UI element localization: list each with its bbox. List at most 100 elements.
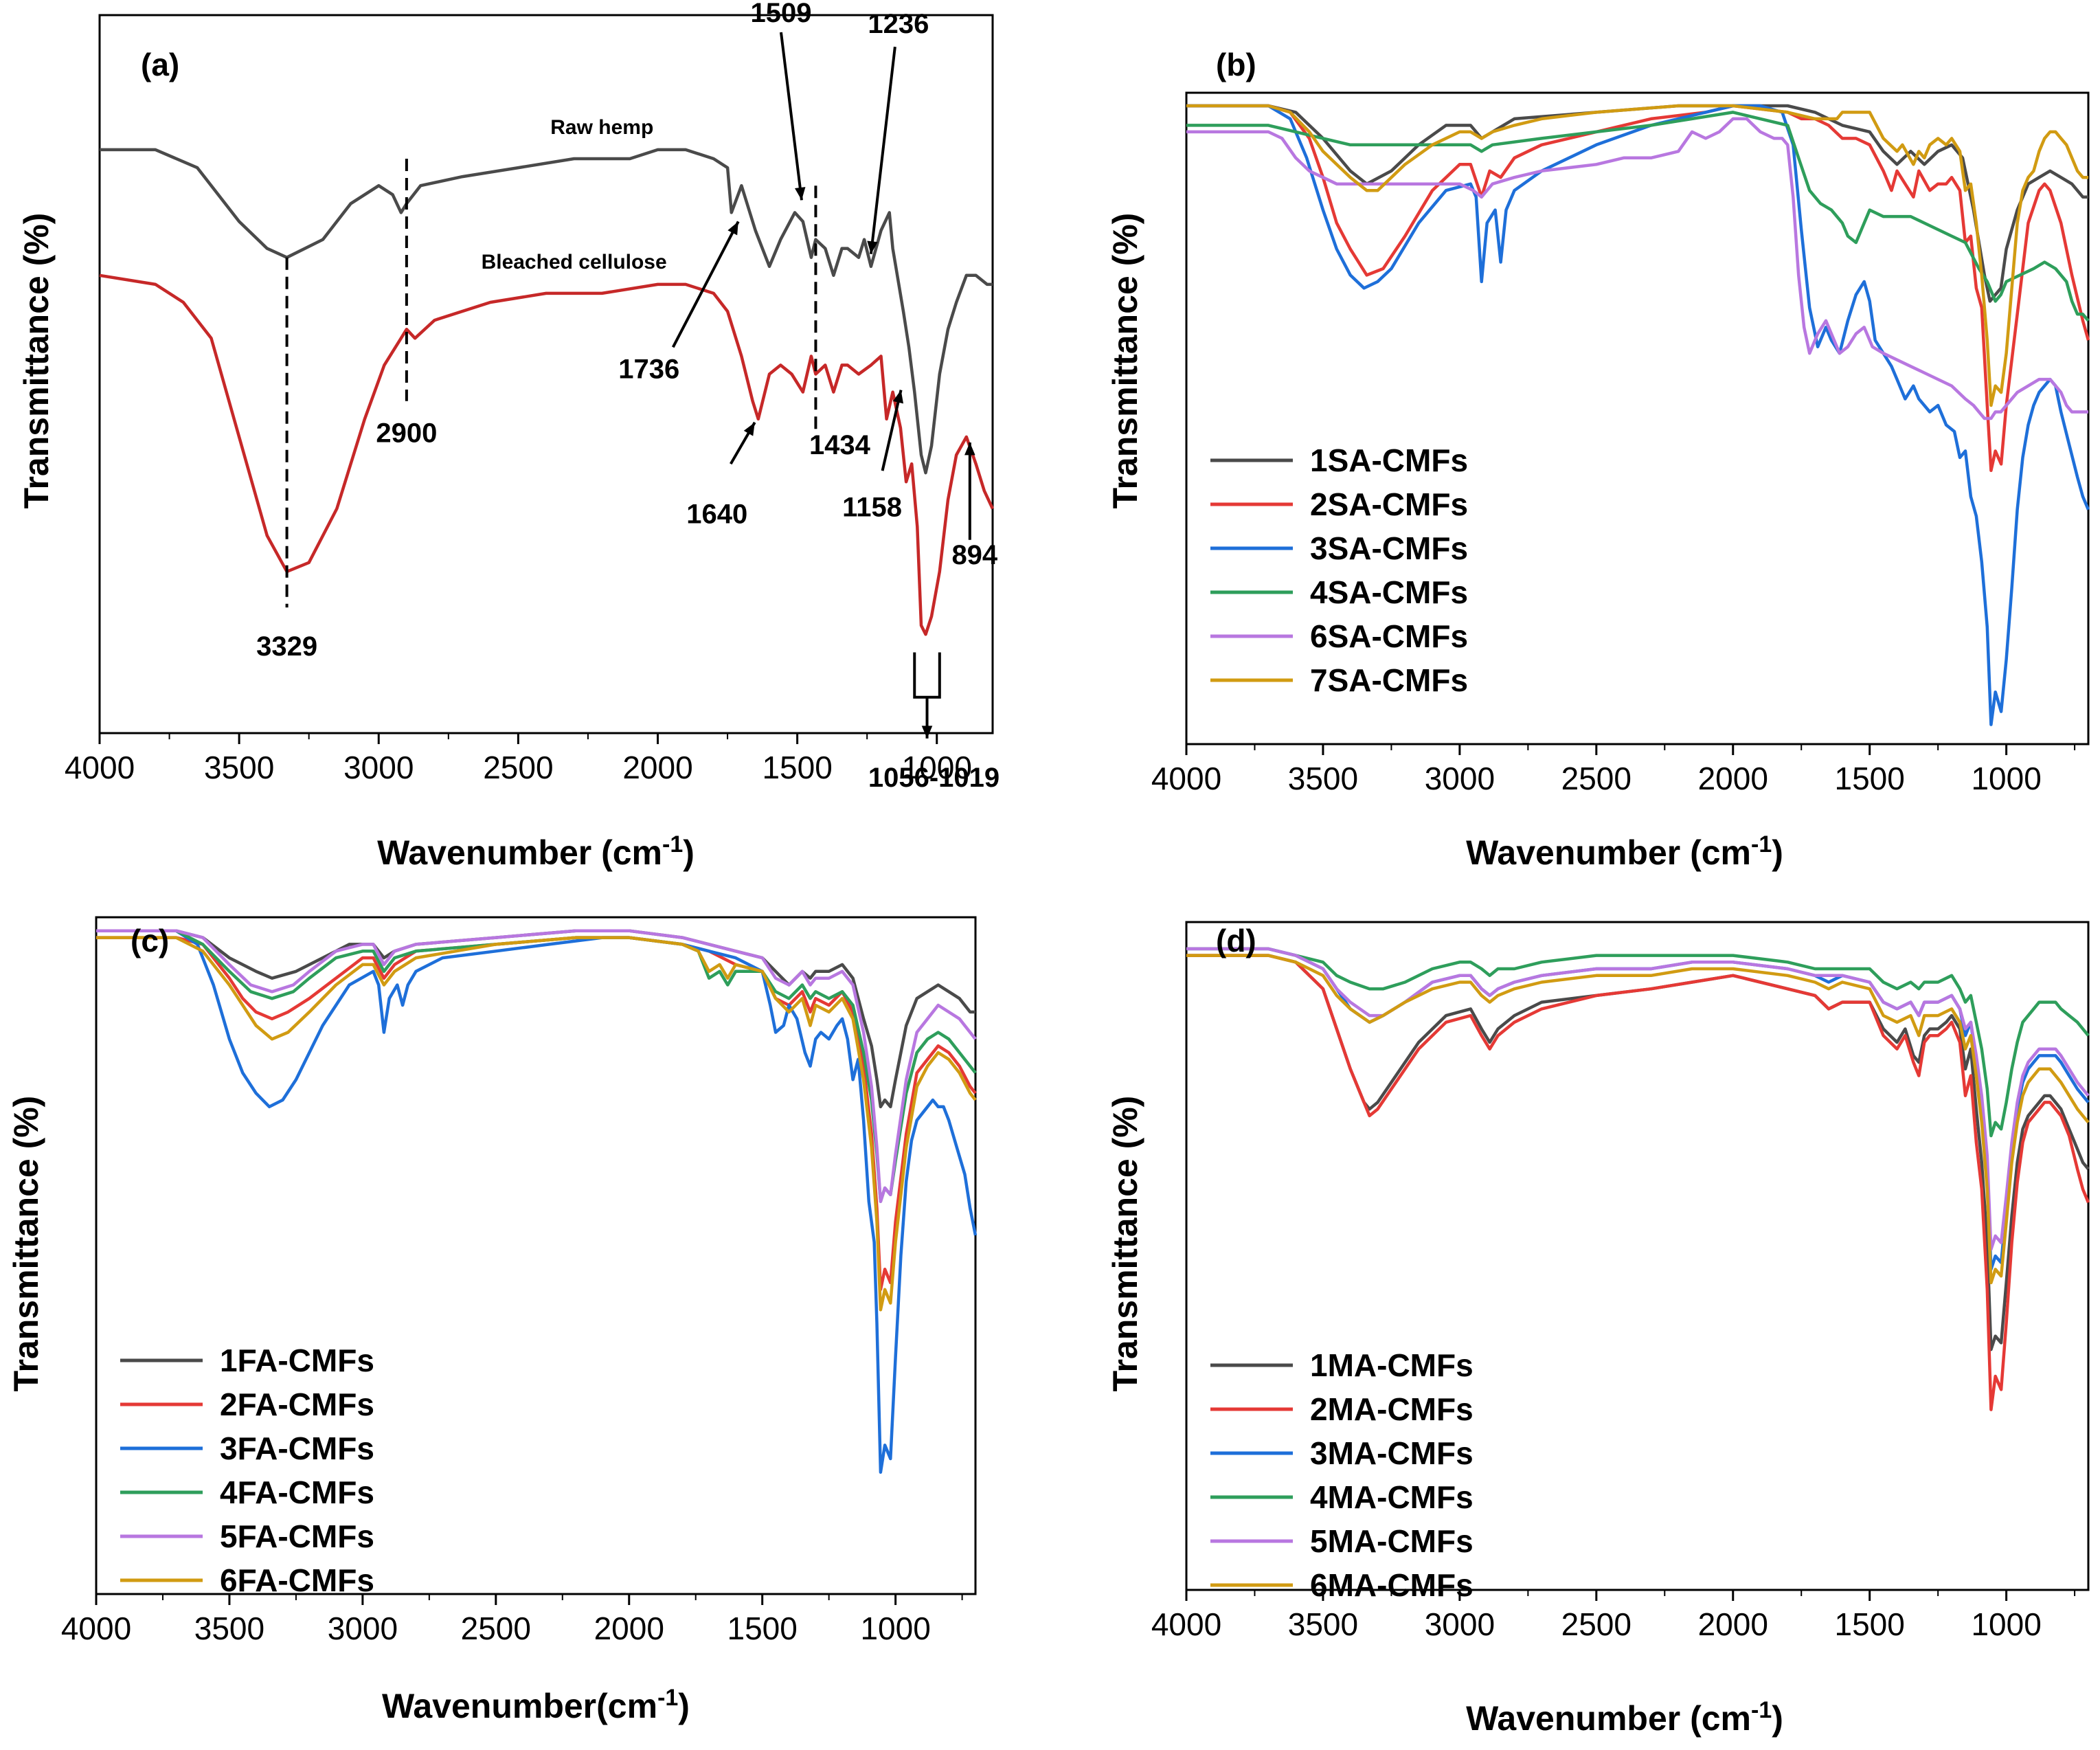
panel-b-xtick-label: 4000 bbox=[1151, 761, 1221, 796]
panel-b-xtick-label: 1500 bbox=[1835, 761, 1905, 796]
panel-b-series-3sa-cmfs bbox=[1186, 104, 2090, 726]
peak-label: 1236 bbox=[868, 9, 929, 39]
legend-entry-label: 7SA-CMFs bbox=[1310, 662, 1468, 698]
panel-c-series-2fa-cmfs bbox=[96, 936, 977, 1292]
panel-c-xtick-label: 1000 bbox=[860, 1611, 930, 1646]
panel-c-xtick-label: 2500 bbox=[461, 1611, 531, 1646]
legend-entry-label: 1MA-CMFs bbox=[1310, 1347, 1474, 1383]
panel-c-xtick-label: 2000 bbox=[594, 1611, 664, 1646]
panel-d-series-2ma-cmfs bbox=[1186, 954, 2090, 1411]
panel-b-xtick-label: 3500 bbox=[1288, 761, 1358, 796]
panel-c-series-3fa-cmfs bbox=[96, 929, 978, 1474]
annotation-arrowhead bbox=[892, 390, 904, 404]
peak-label: 1736 bbox=[618, 354, 679, 384]
bleached-cellulose-label: Bleached cellulose bbox=[482, 251, 667, 273]
panel-c-series-5fa-cmfs bbox=[96, 929, 977, 1203]
panel-b-series-7sa-cmfs bbox=[1186, 104, 2088, 407]
panel-d-ylabel: Transmittance (%) bbox=[1106, 1096, 1144, 1392]
legend-entry-label: 6MA-CMFs bbox=[1310, 1567, 1474, 1603]
legend-entry-label: 2MA-CMFs bbox=[1310, 1391, 1474, 1427]
panel-a-series-raw-hemp bbox=[100, 148, 993, 475]
legend-entry-label: 3MA-CMFs bbox=[1310, 1435, 1474, 1471]
annotation-arrowhead bbox=[964, 442, 975, 456]
panel-b: Transmittance (%) 4000 3500 3000 2500 2000 15… bbox=[1106, 47, 2090, 872]
legend-entry-label: 4MA-CMFs bbox=[1310, 1479, 1474, 1515]
panel-d-label: (d) bbox=[1216, 923, 1256, 958]
panel-b-series-6sa-cmfs bbox=[1186, 117, 2088, 420]
panel-b-ylabel: Transmittance (%) bbox=[1106, 213, 1144, 509]
panel-b-xlabel: Wavenumber (cm-1) bbox=[1466, 831, 1783, 872]
panel-a-xtick-label: 1500 bbox=[762, 750, 832, 785]
panel-c-ylabel: Transmittance (%) bbox=[7, 1096, 45, 1392]
panel-c-xtick-label: 3500 bbox=[194, 1611, 264, 1646]
peak-label: 1509 bbox=[750, 0, 811, 28]
annotation-bracket bbox=[913, 652, 941, 699]
annotation-arrow bbox=[869, 46, 896, 254]
panel-b-xtick-label: 2000 bbox=[1698, 761, 1768, 796]
annotation-arrow bbox=[671, 221, 740, 348]
panel-d-xlabel: Wavenumber (cm-1) bbox=[1466, 1697, 1783, 1738]
panel-c-label: (c) bbox=[131, 923, 169, 958]
panel-b-label: (b) bbox=[1216, 47, 1256, 82]
panel-d-xtick-label: 4000 bbox=[1151, 1606, 1221, 1642]
legend-entry-label: 3FA-CMFs bbox=[220, 1431, 374, 1466]
panel-d-xtick-label: 1000 bbox=[1971, 1606, 2041, 1642]
panel-a-xtick-label: 2500 bbox=[483, 750, 553, 785]
panel-c-xtick-label: 4000 bbox=[61, 1611, 131, 1646]
panel-d-xtick-label: 3000 bbox=[1425, 1606, 1495, 1642]
legend-entry-label: 4SA-CMFs bbox=[1310, 574, 1468, 610]
peak-label: 1158 bbox=[842, 492, 902, 522]
panel-a-label: (a) bbox=[141, 47, 179, 82]
panel-d-series-6ma-cmfs bbox=[1186, 954, 2090, 1285]
annotation-arrowhead bbox=[794, 187, 806, 201]
legend-entry-label: 6SA-CMFs bbox=[1310, 618, 1468, 654]
panel-a-xtick-label: 3500 bbox=[204, 750, 274, 785]
peak-label: 894 bbox=[951, 540, 997, 570]
legend-entry-label: 4FA-CMFs bbox=[220, 1474, 374, 1510]
panel-d-xtick-label: 2000 bbox=[1698, 1606, 1768, 1642]
peak-label: 1434 bbox=[809, 430, 871, 460]
raw-hemp-label: Raw hemp bbox=[550, 116, 653, 139]
panel-d-xtick-label: 1500 bbox=[1835, 1606, 1905, 1642]
peak-label: 1640 bbox=[686, 499, 747, 529]
legend-entry-label: 5FA-CMFs bbox=[220, 1518, 374, 1554]
panel-b-series-2sa-cmfs bbox=[1186, 104, 2090, 473]
peak-label: 1056-1019 bbox=[868, 763, 1000, 793]
panel-d-xtick-label: 2500 bbox=[1561, 1606, 1632, 1642]
panel-a-xtick-label: 4000 bbox=[65, 750, 135, 785]
panel-d-series-5ma-cmfs bbox=[1186, 947, 2090, 1251]
panel-c-xlabel: Wavenumber(cm-1) bbox=[382, 1685, 690, 1725]
legend-entry-label: 3SA-CMFs bbox=[1310, 530, 1468, 566]
panel-d-xtick-label: 3500 bbox=[1288, 1606, 1358, 1642]
panel-a-xlabel: Wavenumber (cm-1) bbox=[377, 831, 695, 872]
annotation-arrowhead bbox=[743, 422, 755, 436]
panel-c-frame bbox=[95, 916, 977, 1595]
annotation-arrow bbox=[779, 32, 803, 201]
legend-entry-label: 1SA-CMFs bbox=[1310, 442, 1468, 478]
panel-d-plot-area: 4000 3500 3000 2500 2000 1500 1000 1MA-CMFs 2MA-… bbox=[1151, 921, 2090, 1642]
panel-c-series-6fa-cmfs bbox=[96, 936, 977, 1312]
legend-entry-label: 5MA-CMFs bbox=[1310, 1523, 1474, 1559]
panel-c: Transmittance (%) 4000 3500 3000 2500 2000 15… bbox=[7, 916, 978, 1725]
panel-a-series-bleached-cellulose bbox=[99, 273, 995, 636]
peak-label: 3329 bbox=[256, 631, 317, 662]
panel-a-xtick-label: 1000 bbox=[902, 750, 972, 785]
panel-c-xtick-label: 1500 bbox=[727, 1611, 798, 1646]
panel-b-xtick-label: 3000 bbox=[1425, 761, 1495, 796]
panel-b-xtick-label: 1000 bbox=[1971, 761, 2041, 796]
legend-entry-label: 2SA-CMFs bbox=[1310, 486, 1468, 522]
panel-b-frame bbox=[1185, 91, 2090, 745]
panel-c-plot-area: 4000 3500 3000 2500 2000 1500 1000 1FA-CMFs 2FA-… bbox=[61, 916, 978, 1646]
panel-a-xtick-label: 2000 bbox=[622, 750, 692, 785]
peak-label: 2900 bbox=[376, 418, 437, 449]
panel-d-frame bbox=[1185, 921, 2090, 1591]
legend-entry-label: 2FA-CMFs bbox=[220, 1387, 374, 1422]
panel-a-ylabel: Transmittance (%) bbox=[17, 213, 56, 509]
legend-entry-label: 6FA-CMFs bbox=[220, 1562, 374, 1598]
panel-b-series-4sa-cmfs bbox=[1186, 111, 2090, 322]
panel-a: Transmittance (%) 4000 3500 3000 2500 2000 15… bbox=[17, 0, 1000, 872]
panel-a-frame bbox=[98, 14, 994, 734]
annotation-arrowhead bbox=[921, 726, 933, 739]
panel-d-series-1ma-cmfs bbox=[1186, 954, 2090, 1351]
